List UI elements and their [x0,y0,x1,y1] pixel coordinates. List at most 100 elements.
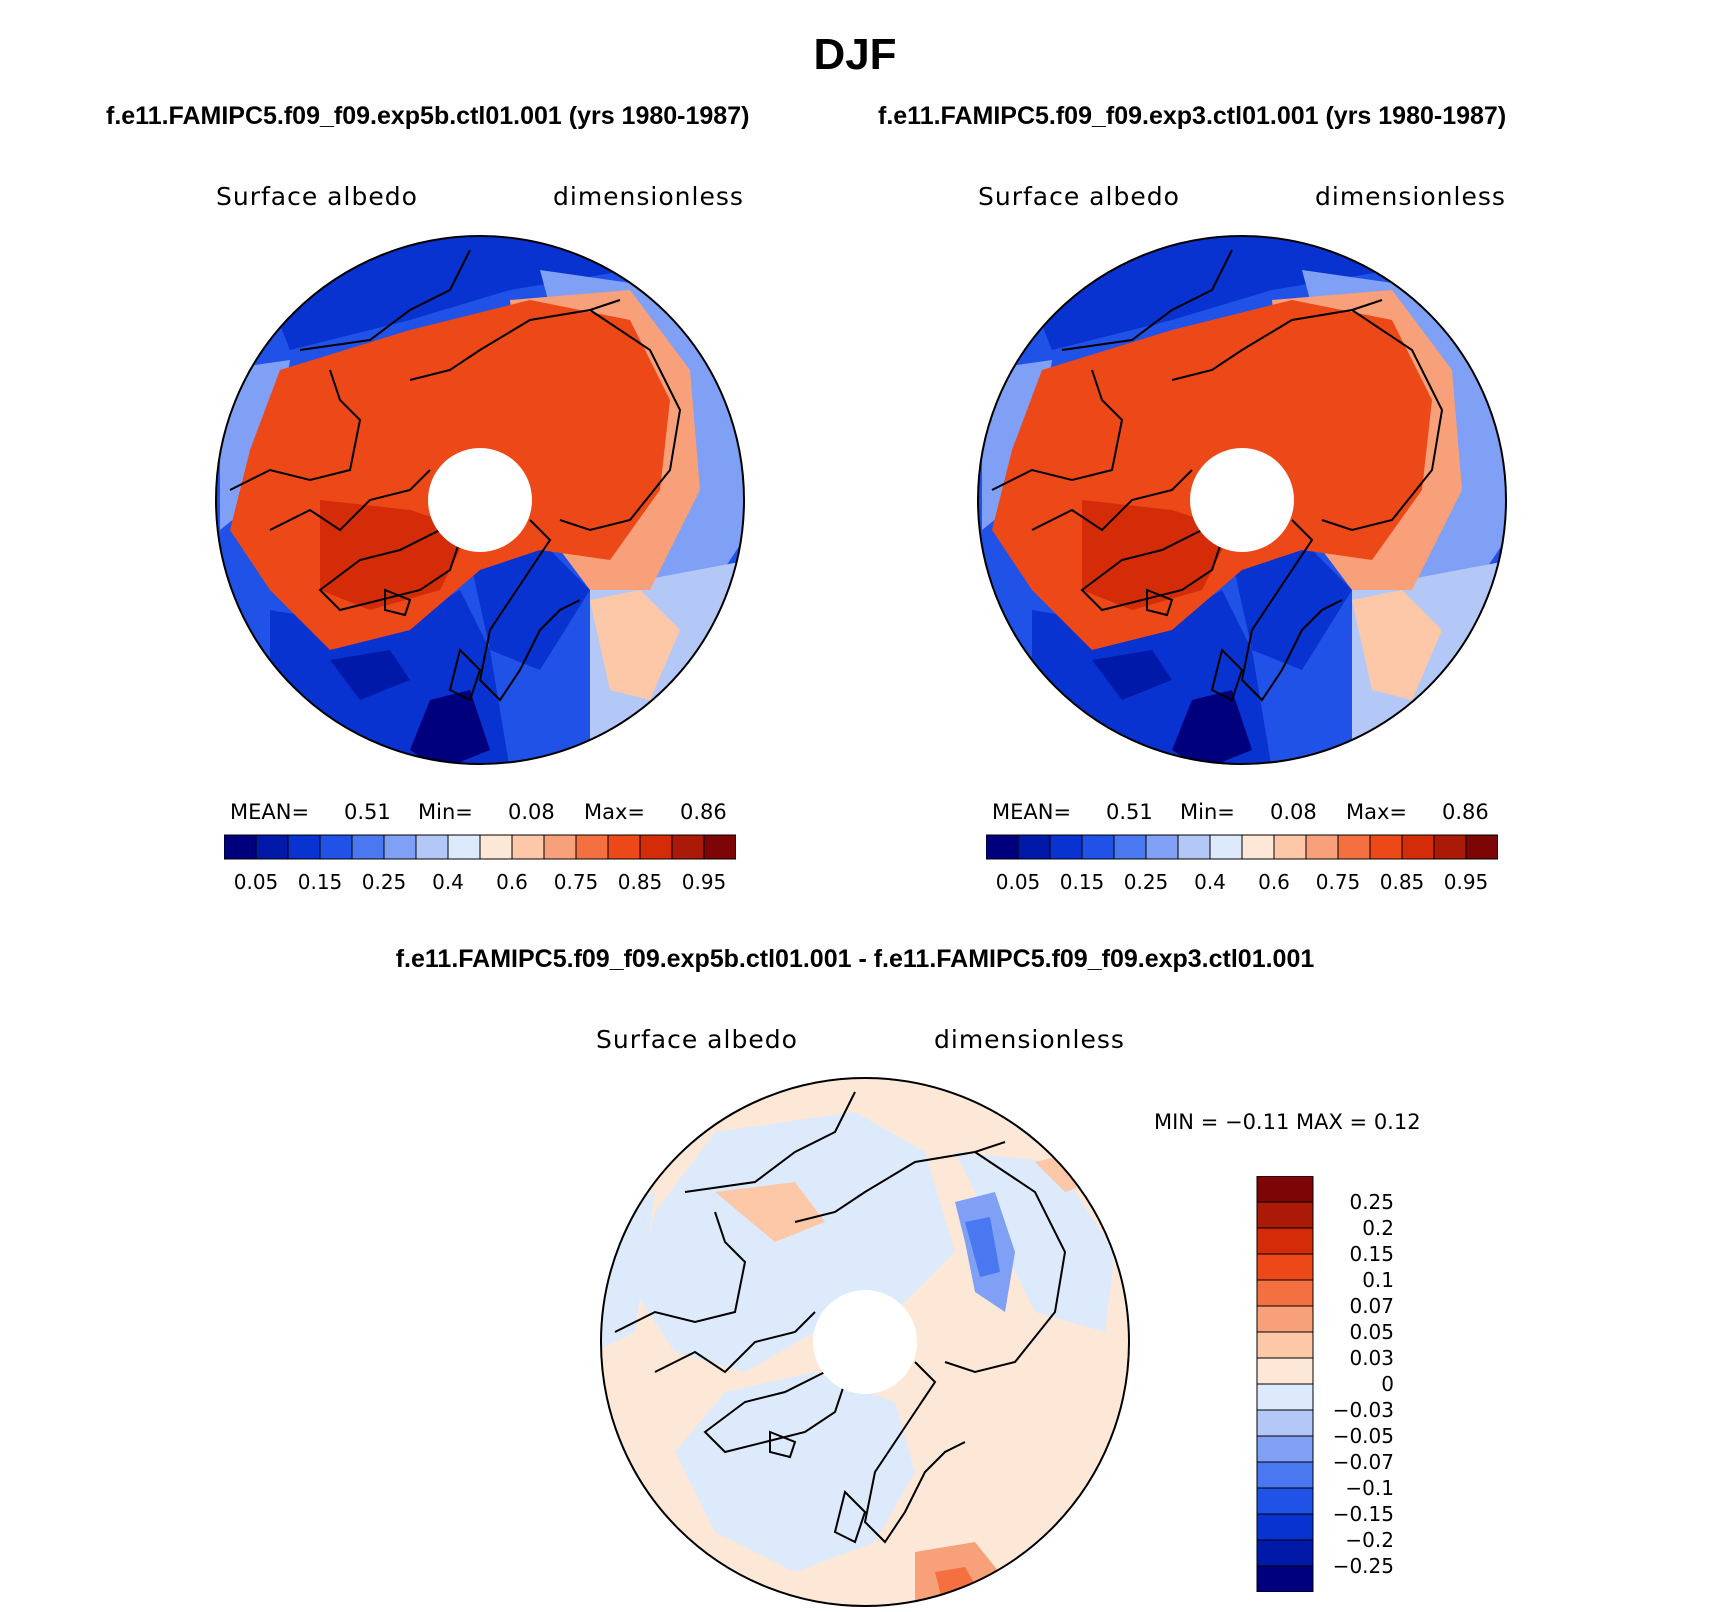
panel1-min-label: Min= [418,800,473,824]
panel1-units-label: dimensionless [553,182,744,211]
colorbar-tick-label: 0.75 [553,870,599,894]
colorbar-tick-label: −0.15 [1332,1502,1394,1526]
panel2-max-value: 0.86 [1442,800,1489,824]
panel1-min-value: 0.08 [508,800,555,824]
colorbar-swatch [703,834,736,860]
colorbar-tick-label: 0 [1381,1372,1394,1396]
colorbar-tick-label: 0.03 [1349,1346,1394,1370]
panel2-colorbar [986,834,1498,860]
colorbar-swatch [1256,1435,1314,1463]
colorbar-swatch [1256,1357,1314,1385]
colorbar-tick-label: 0.85 [617,870,663,894]
colorbar-swatch [639,834,673,860]
colorbar-swatch [1256,1176,1314,1203]
colorbar-swatch [1049,834,1083,860]
colorbar-tick-label: 0.15 [297,870,343,894]
colorbar-tick-label: 0.2 [1362,1216,1394,1240]
colorbar-tick-label: 0.25 [1349,1190,1394,1214]
colorbar-swatch [351,834,385,860]
diff-units-label: dimensionless [934,1025,1125,1054]
panel1-polar-map [215,235,745,765]
colorbar-swatch [1256,1461,1314,1489]
colorbar-swatch [1017,834,1051,860]
panel2-min-label: Min= [1180,800,1235,824]
colorbar-swatch [1256,1539,1314,1567]
panel1-mean-value: 0.51 [344,800,391,824]
panel2-variable-label: Surface albedo [978,182,1180,211]
colorbar-tick-label: 0.07 [1349,1294,1394,1318]
panel2-mean-value: 0.51 [1106,800,1153,824]
diff-variable-label: Surface albedo [596,1025,798,1054]
panel2-colorbar-ticks: 0.05 0.15 0.25 0.4 0.6 0.75 0.85 0.95 [986,870,1498,896]
panel1-mean-label: MEAN= [230,800,310,824]
colorbar-tick-label: 0.15 [1059,870,1105,894]
figure-title: DJF [813,30,897,79]
colorbar-swatch [1305,834,1339,860]
colorbar-swatch [1177,834,1211,860]
colorbar-tick-label: 0.05 [1349,1320,1394,1344]
colorbar-tick-label: 0.95 [1443,870,1489,894]
colorbar-tick-label: 0.6 [496,870,528,894]
panel1-max-value: 0.86 [680,800,727,824]
colorbar-swatch [1337,834,1371,860]
panel1-max-label: Max= [584,800,646,824]
colorbar-tick-label: 0.4 [432,870,464,894]
colorbar-swatch [224,834,257,860]
colorbar-tick-label: 0.4 [1194,870,1226,894]
colorbar-swatch [287,834,321,860]
colorbar-swatch [575,834,609,860]
colorbar-swatch [1145,834,1179,860]
diff-min-max-text: MIN = −0.11 MAX = 0.12 [1154,1110,1421,1134]
colorbar-swatch [1081,834,1115,860]
diff-colorbar [1256,1176,1314,1592]
colorbar-tick-label: 0.95 [681,870,727,894]
colorbar-swatch [1113,834,1147,860]
colorbar-swatch [1256,1331,1314,1359]
colorbar-tick-label: −0.05 [1332,1424,1394,1448]
panel1-colorbar-ticks: 0.05 0.15 0.25 0.4 0.6 0.75 0.85 0.95 [224,870,736,896]
colorbar-swatch [319,834,353,860]
colorbar-swatch [986,834,1019,860]
colorbar-tick-label: 0.6 [1258,870,1290,894]
colorbar-swatch [255,834,289,860]
colorbar-tick-label: 0.25 [1123,870,1169,894]
colorbar-swatch [1401,834,1435,860]
colorbar-swatch [1241,834,1275,860]
colorbar-swatch [671,834,705,860]
colorbar-swatch [1256,1383,1314,1411]
colorbar-swatch [1256,1305,1314,1333]
colorbar-swatch [479,834,513,860]
colorbar-tick-label: −0.1 [1345,1476,1394,1500]
colorbar-swatch [383,834,417,860]
colorbar-tick-label: 0.75 [1315,870,1361,894]
panel2-polar-map [977,235,1507,765]
colorbar-swatch [1256,1227,1314,1255]
panel1-colorbar [224,834,736,860]
colorbar-tick-label: 0.15 [1349,1242,1394,1266]
panel2-min-value: 0.08 [1270,800,1317,824]
diff-polar-map [600,1077,1130,1607]
colorbar-swatch [607,834,641,860]
colorbar-swatch [1256,1487,1314,1515]
colorbar-swatch [1256,1201,1314,1229]
colorbar-swatch [1465,834,1498,860]
colorbar-swatch [1369,834,1403,860]
colorbar-tick-label: 0.1 [1362,1268,1394,1292]
panel1-case-title: f.e11.FAMIPC5.f09_f09.exp5b.ctl01.001 (y… [106,102,750,130]
panel2-units-label: dimensionless [1315,182,1506,211]
colorbar-swatch [415,834,449,860]
colorbar-swatch [1256,1513,1314,1541]
diff-colorbar-ticks: 0.25 0.2 0.15 0.1 0.07 0.05 0.03 0 −0.03 −0.05 −0.… [1318,1176,1498,1592]
panel2-case-title: f.e11.FAMIPC5.f09_f09.exp3.ctl01.001 (yr… [878,102,1507,130]
colorbar-tick-label: 0.05 [995,870,1041,894]
colorbar-tick-label: 0.05 [233,870,279,894]
colorbar-tick-label: −0.07 [1332,1450,1394,1474]
colorbar-tick-label: −0.25 [1332,1554,1394,1578]
diff-title: f.e11.FAMIPC5.f09_f09.exp5b.ctl01.001 - … [395,945,1315,973]
colorbar-tick-label: 0.85 [1379,870,1425,894]
colorbar-tick-label: −0.2 [1345,1528,1394,1552]
colorbar-swatch [1273,834,1307,860]
colorbar-swatch [1256,1565,1314,1592]
colorbar-tick-label: −0.03 [1332,1398,1394,1422]
panel2-mean-label: MEAN= [992,800,1072,824]
